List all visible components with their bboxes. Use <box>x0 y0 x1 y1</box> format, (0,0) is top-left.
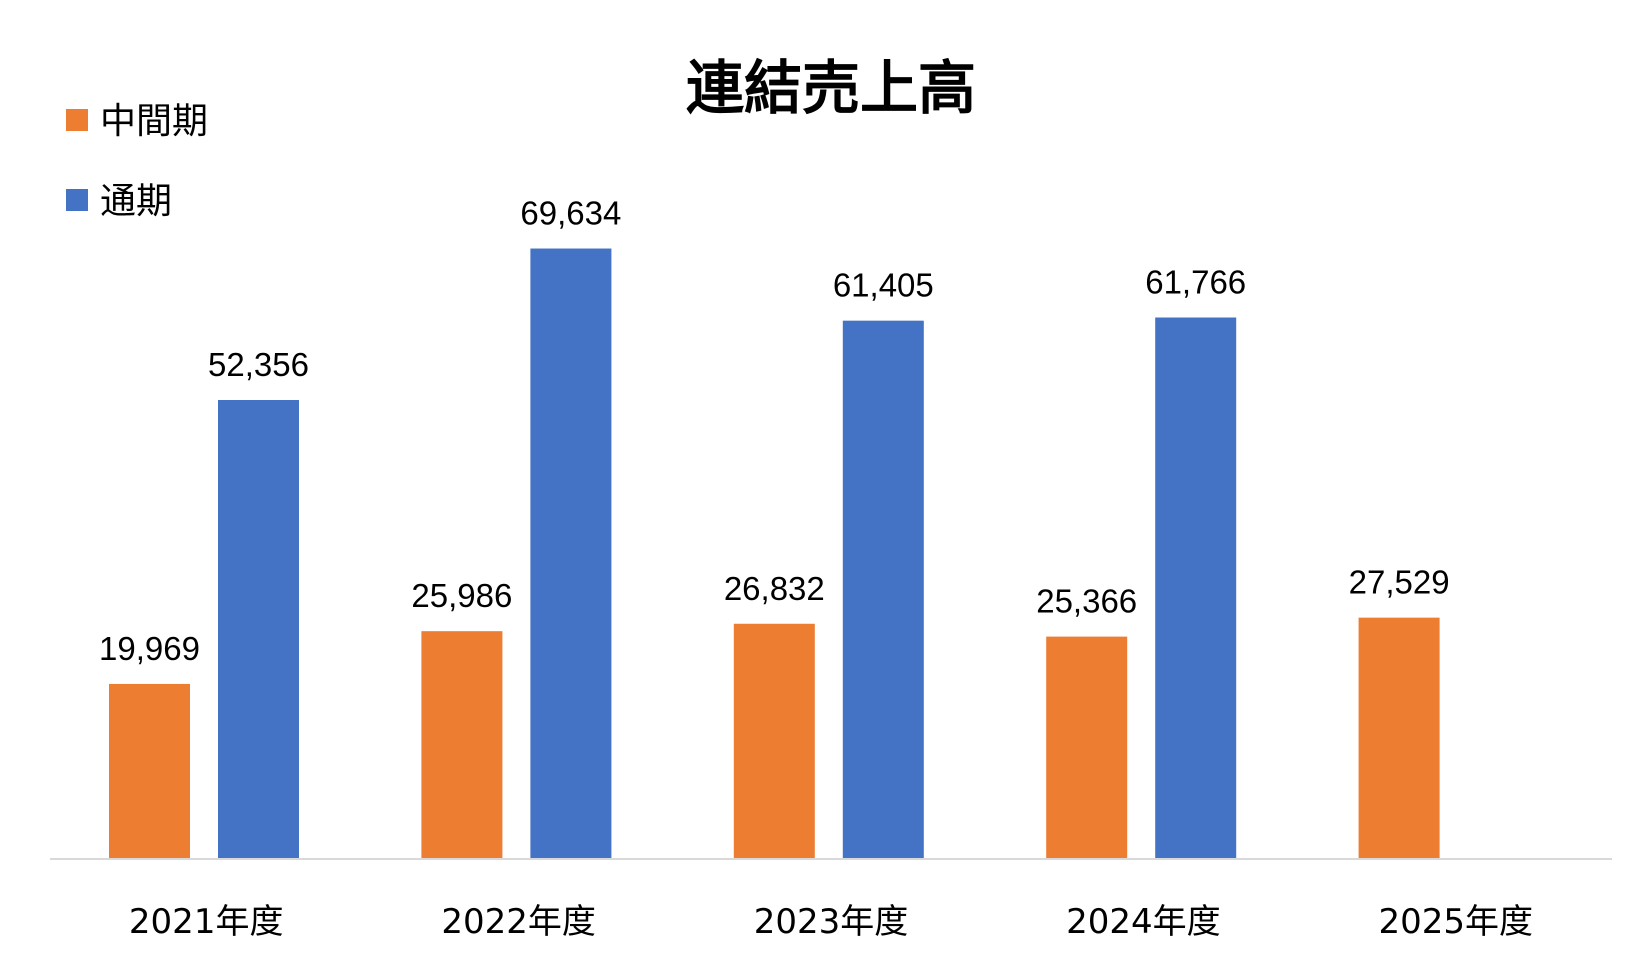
legend-swatch-interim <box>66 109 88 131</box>
data-labels: 19,969 52,356 25,986 69,634 26,832 61,405 25,3… <box>99 195 1450 667</box>
bar-fullyear-3 <box>1155 317 1237 860</box>
category-label-2: 2023年度 <box>754 902 909 942</box>
data-label-interim-1: 25,986 <box>411 577 512 614</box>
legend-label-interim: 中間期 <box>100 101 208 142</box>
data-label-fullyear-2: 61,405 <box>833 267 934 304</box>
bar-interim-4 <box>1358 617 1440 859</box>
category-label-4: 2025年度 <box>1379 902 1534 942</box>
bar-fullyear-0 <box>218 400 299 859</box>
bar-interim-0 <box>109 683 190 859</box>
bar-fullyear-1 <box>530 248 612 859</box>
data-label-fullyear-3: 61,766 <box>1145 264 1246 301</box>
data-label-fullyear-0: 52,356 <box>208 346 309 383</box>
category-labels: 2021年度 2022年度 2023年度 2024年度 2025年度 <box>129 902 1533 942</box>
chart-title: 連結売上高 <box>686 54 976 122</box>
bar-interim-1 <box>421 631 503 859</box>
legend: 中間期 通期 <box>66 101 208 222</box>
bars <box>109 248 1440 860</box>
data-label-fullyear-1: 69,634 <box>520 195 621 232</box>
data-label-interim-4: 27,529 <box>1349 564 1450 601</box>
legend-label-fullyear: 通期 <box>100 181 172 222</box>
category-label-0: 2021年度 <box>129 902 284 942</box>
category-label-3: 2024年度 <box>1066 902 1221 942</box>
data-label-interim-3: 25,366 <box>1036 583 1137 620</box>
bar-interim-2 <box>733 623 815 859</box>
category-label-1: 2022年度 <box>441 902 596 942</box>
data-label-interim-2: 26,832 <box>724 570 825 607</box>
bar-interim-3 <box>1046 636 1128 859</box>
bar-fullyear-2 <box>842 320 924 859</box>
data-label-interim-0: 19,969 <box>99 630 200 667</box>
legend-swatch-fullyear <box>66 189 88 211</box>
